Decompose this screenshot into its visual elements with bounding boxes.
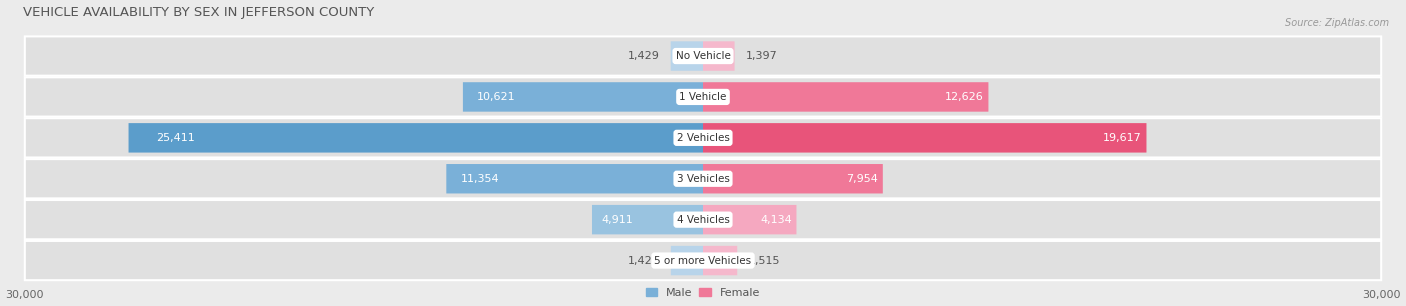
- Legend: Male, Female: Male, Female: [641, 283, 765, 302]
- FancyBboxPatch shape: [25, 77, 1381, 117]
- FancyBboxPatch shape: [446, 164, 703, 193]
- FancyBboxPatch shape: [25, 118, 1381, 158]
- FancyBboxPatch shape: [25, 36, 1381, 76]
- Text: 1 Vehicle: 1 Vehicle: [679, 92, 727, 102]
- FancyBboxPatch shape: [671, 41, 703, 71]
- FancyBboxPatch shape: [703, 41, 734, 71]
- FancyBboxPatch shape: [25, 159, 1381, 198]
- Text: 10,621: 10,621: [477, 92, 516, 102]
- Text: 1,423: 1,423: [627, 256, 659, 266]
- Text: 4,134: 4,134: [761, 215, 792, 225]
- Text: 7,954: 7,954: [846, 174, 879, 184]
- Text: 1,515: 1,515: [748, 256, 780, 266]
- Text: Source: ZipAtlas.com: Source: ZipAtlas.com: [1285, 18, 1389, 28]
- Text: 11,354: 11,354: [461, 174, 499, 184]
- FancyBboxPatch shape: [703, 123, 1146, 153]
- Text: 19,617: 19,617: [1104, 133, 1142, 143]
- Text: 5 or more Vehicles: 5 or more Vehicles: [654, 256, 752, 266]
- FancyBboxPatch shape: [463, 82, 703, 112]
- Text: 1,397: 1,397: [747, 51, 778, 61]
- FancyBboxPatch shape: [703, 205, 796, 234]
- Text: 4 Vehicles: 4 Vehicles: [676, 215, 730, 225]
- Text: 3 Vehicles: 3 Vehicles: [676, 174, 730, 184]
- Text: No Vehicle: No Vehicle: [675, 51, 731, 61]
- FancyBboxPatch shape: [25, 241, 1381, 280]
- FancyBboxPatch shape: [671, 246, 703, 275]
- FancyBboxPatch shape: [703, 82, 988, 112]
- Text: 1,429: 1,429: [627, 51, 659, 61]
- Text: 2 Vehicles: 2 Vehicles: [676, 133, 730, 143]
- FancyBboxPatch shape: [25, 200, 1381, 239]
- Text: 4,911: 4,911: [600, 215, 633, 225]
- FancyBboxPatch shape: [128, 123, 703, 153]
- Text: VEHICLE AVAILABILITY BY SEX IN JEFFERSON COUNTY: VEHICLE AVAILABILITY BY SEX IN JEFFERSON…: [24, 6, 375, 19]
- Text: 25,411: 25,411: [156, 133, 195, 143]
- FancyBboxPatch shape: [592, 205, 703, 234]
- FancyBboxPatch shape: [703, 246, 737, 275]
- Text: 12,626: 12,626: [945, 92, 984, 102]
- FancyBboxPatch shape: [703, 164, 883, 193]
